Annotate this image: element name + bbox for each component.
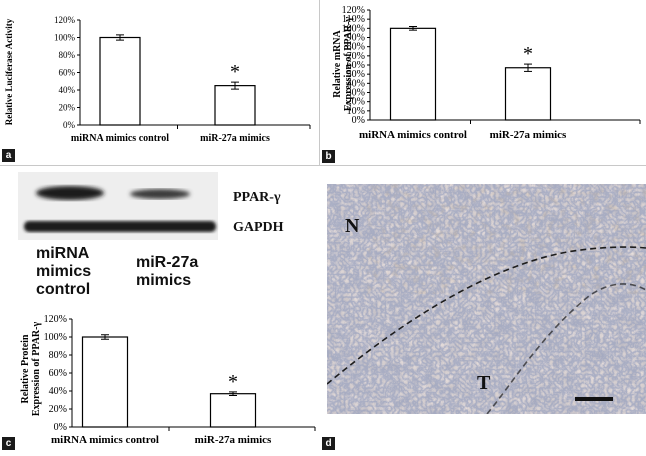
panel-divider-horizontal bbox=[0, 165, 646, 166]
bar bbox=[209, 393, 257, 428]
histology-svg: N T bbox=[326, 184, 646, 415]
label-normal: N bbox=[345, 215, 360, 237]
bar bbox=[214, 85, 256, 126]
y-tick-label: 80% bbox=[49, 350, 67, 361]
y-tick-label: 120% bbox=[54, 15, 76, 25]
y-tick-label: 100% bbox=[342, 23, 365, 34]
lane-label-control-line-1: miRNA bbox=[36, 245, 90, 262]
y-axis-label: Relative Luciferase Activity bbox=[4, 18, 14, 125]
y-tick-label: 0% bbox=[352, 115, 365, 126]
boundary-line-2 bbox=[486, 283, 646, 415]
y-tick-label: 0% bbox=[54, 422, 67, 433]
label-tumor: T bbox=[477, 372, 491, 394]
y-tick-label: 40% bbox=[347, 78, 365, 89]
y-axis-label: Expression of PPAR-γ bbox=[31, 322, 42, 417]
chart-a: 0% 20% 40% 60% 80% 100% 120% miRNA mimics contr… bbox=[4, 15, 311, 144]
panel-c: 0% 20% 40% 60% 80% 100% 120% miRNA mimics contr… bbox=[0, 306, 322, 451]
y-axis-label: Expression of PPAR-γ bbox=[343, 17, 354, 112]
y-axis-label: Relative Protein bbox=[20, 334, 31, 403]
brown-staining bbox=[367, 184, 646, 294]
y-tick-label: 80% bbox=[347, 42, 365, 53]
significance-marker: * bbox=[523, 43, 533, 65]
y-tick-label: 60% bbox=[347, 60, 365, 71]
y-tick-label: 100% bbox=[54, 33, 76, 43]
y-tick-label: 60% bbox=[49, 368, 67, 379]
band-ppar-mir27a bbox=[130, 189, 190, 199]
y-tick-label: 80% bbox=[59, 50, 76, 60]
panel-a: 0% 20% 40% 60% 80% 100% 120% miRNA mimics contr… bbox=[0, 0, 318, 162]
significance-marker: * bbox=[230, 61, 240, 83]
y-tick-label: 90% bbox=[347, 33, 365, 44]
y-tick-label: 120% bbox=[342, 5, 365, 16]
lane-label-mir27a: miR-27a mimics bbox=[136, 254, 198, 290]
boundary-line-1 bbox=[326, 246, 646, 385]
y-tick-label: 20% bbox=[49, 404, 67, 415]
lane-label-mir27a-line-1: miR-27a bbox=[136, 254, 199, 271]
band-label-gapdh: GAPDH bbox=[233, 220, 284, 235]
panel-label-a: a bbox=[2, 149, 15, 162]
bar bbox=[389, 27, 437, 121]
category-label: miR-27a mimics bbox=[195, 434, 272, 446]
western-blot: PPAR-γ GAPDH miRNA mimics control miR-27… bbox=[0, 166, 322, 306]
y-tick-label: 70% bbox=[347, 51, 365, 62]
y-axis-label: Relative mRNA bbox=[332, 29, 343, 97]
panel-b: 0% 10% 20% 30% 40% 50% 60% 70% 80% 90% 100% 110% 120… bbox=[320, 0, 646, 162]
y-tick-label: 40% bbox=[49, 386, 67, 397]
category-label: miRNA mimics control bbox=[71, 133, 169, 144]
lane-label-control-line-2: mimics bbox=[36, 263, 92, 280]
band-gapdh bbox=[24, 221, 216, 232]
y-tick-label: 120% bbox=[44, 314, 67, 325]
panel-divider-vertical bbox=[319, 0, 320, 165]
blot-image bbox=[18, 172, 218, 240]
significance-marker: * bbox=[228, 371, 238, 393]
category-label: miRNA mimics control bbox=[359, 129, 467, 141]
category-label: miR-27a mimics bbox=[200, 133, 270, 144]
chart-b: 0%10%20%30%40%50%60%70%80%90%100%110%120… bbox=[332, 5, 641, 141]
panel-label-c: c bbox=[2, 437, 15, 450]
y-tick-label: 20% bbox=[347, 97, 365, 108]
y-tick-label: 50% bbox=[347, 69, 365, 80]
scale-bar bbox=[575, 397, 613, 401]
y-tick-label: 0% bbox=[63, 120, 76, 130]
lane-label-mir27a-line-2: mimics bbox=[136, 272, 192, 289]
panel-label-b: b bbox=[322, 150, 335, 163]
panel-label-d: d bbox=[322, 437, 335, 450]
y-tick-label: 110% bbox=[342, 14, 365, 25]
histology-image: N T bbox=[326, 184, 646, 415]
category-label: miR-27a mimics bbox=[490, 129, 567, 141]
chart-c: 0% 20% 40% 60% 80% 100% 120% miRNA mimics contr… bbox=[20, 314, 316, 446]
y-tick-label: 10% bbox=[347, 106, 365, 117]
y-tick-label: 100% bbox=[44, 332, 67, 343]
y-tick-label: 20% bbox=[59, 103, 76, 113]
lane-label-control: miRNA mimics control bbox=[36, 245, 91, 299]
band-label-ppar: PPAR-γ bbox=[233, 190, 281, 205]
y-tick-label: 60% bbox=[59, 68, 76, 78]
bar bbox=[504, 67, 552, 121]
y-tick-label: 30% bbox=[347, 88, 365, 99]
category-label: miRNA mimics control bbox=[51, 434, 159, 446]
band-ppar-control bbox=[36, 186, 104, 200]
y-tick-label: 40% bbox=[59, 85, 76, 95]
bar bbox=[81, 336, 129, 428]
bar bbox=[99, 36, 141, 126]
lane-label-control-line-3: control bbox=[36, 281, 91, 298]
